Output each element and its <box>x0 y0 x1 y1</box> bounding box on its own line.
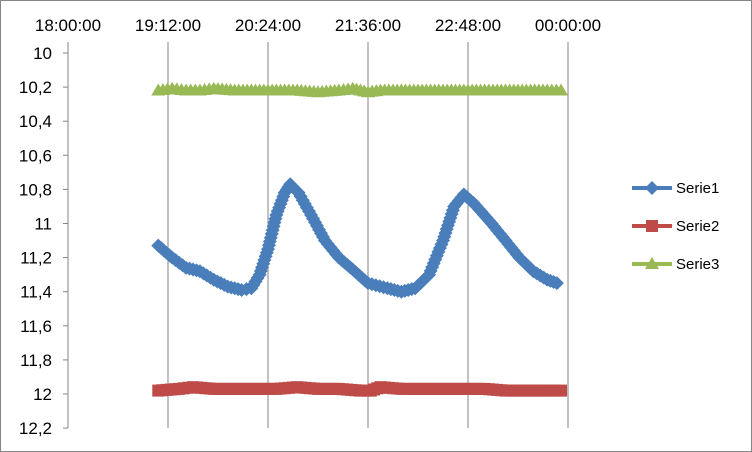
legend-item: Serie2 <box>632 218 719 235</box>
y-tick-label: 10,4 <box>19 112 52 131</box>
y-tick-label: 11,4 <box>20 283 52 302</box>
x-tick-label: 22:48:00 <box>435 16 501 35</box>
legend-item: Serie1 <box>632 180 719 197</box>
y-tick-label: 11,8 <box>20 351 52 370</box>
x-tick-label: 21:36:00 <box>335 16 401 35</box>
axes <box>63 42 69 429</box>
x-axis-tick-labels: 18:00:00 19:12:00 20:24:00 21:36:00 22:48:00… <box>35 16 601 35</box>
y-tick-label: 12 <box>33 385 52 404</box>
x-tick-label: 00:00:00 <box>535 16 601 35</box>
series-serie3 <box>151 81 569 98</box>
y-tick-label: 10,8 <box>19 180 52 199</box>
y-tick-label: 10,6 <box>19 146 52 165</box>
legend: Serie1 Serie2 Serie3 <box>632 180 719 273</box>
series-serie2 <box>152 381 568 397</box>
y-tick-label: 11,6 <box>20 317 52 336</box>
square-marker <box>646 220 658 232</box>
x-tick-label: 18:00:00 <box>35 16 101 35</box>
y-tick-label: 11,2 <box>20 249 52 268</box>
legend-label: Serie2 <box>676 218 719 235</box>
square-marker <box>555 384 568 397</box>
y-tick-label: 10 <box>33 44 52 63</box>
diamond-marker <box>645 181 659 195</box>
y-tick-label: 11 <box>34 215 52 234</box>
legend-item: Serie3 <box>632 256 719 273</box>
x-tick-label: 20:24:00 <box>235 16 301 35</box>
triangle-marker <box>554 83 569 96</box>
diamond-marker <box>549 276 564 291</box>
y-axis-tick-labels: 10 10,2 10,4 10,6 10,8 11 11,2 11,4 11,6 11,8 12 12… <box>19 44 52 438</box>
series-layer <box>151 81 569 397</box>
x-tick-label: 19:12:00 <box>135 16 201 35</box>
legend-label: Serie3 <box>676 256 719 273</box>
series-serie1 <box>151 177 564 299</box>
triangle-marker <box>645 257 659 269</box>
y-tick-label: 10,2 <box>19 78 52 97</box>
y-tick-label: 12,2 <box>19 419 52 438</box>
legend-label: Serie1 <box>676 180 719 197</box>
